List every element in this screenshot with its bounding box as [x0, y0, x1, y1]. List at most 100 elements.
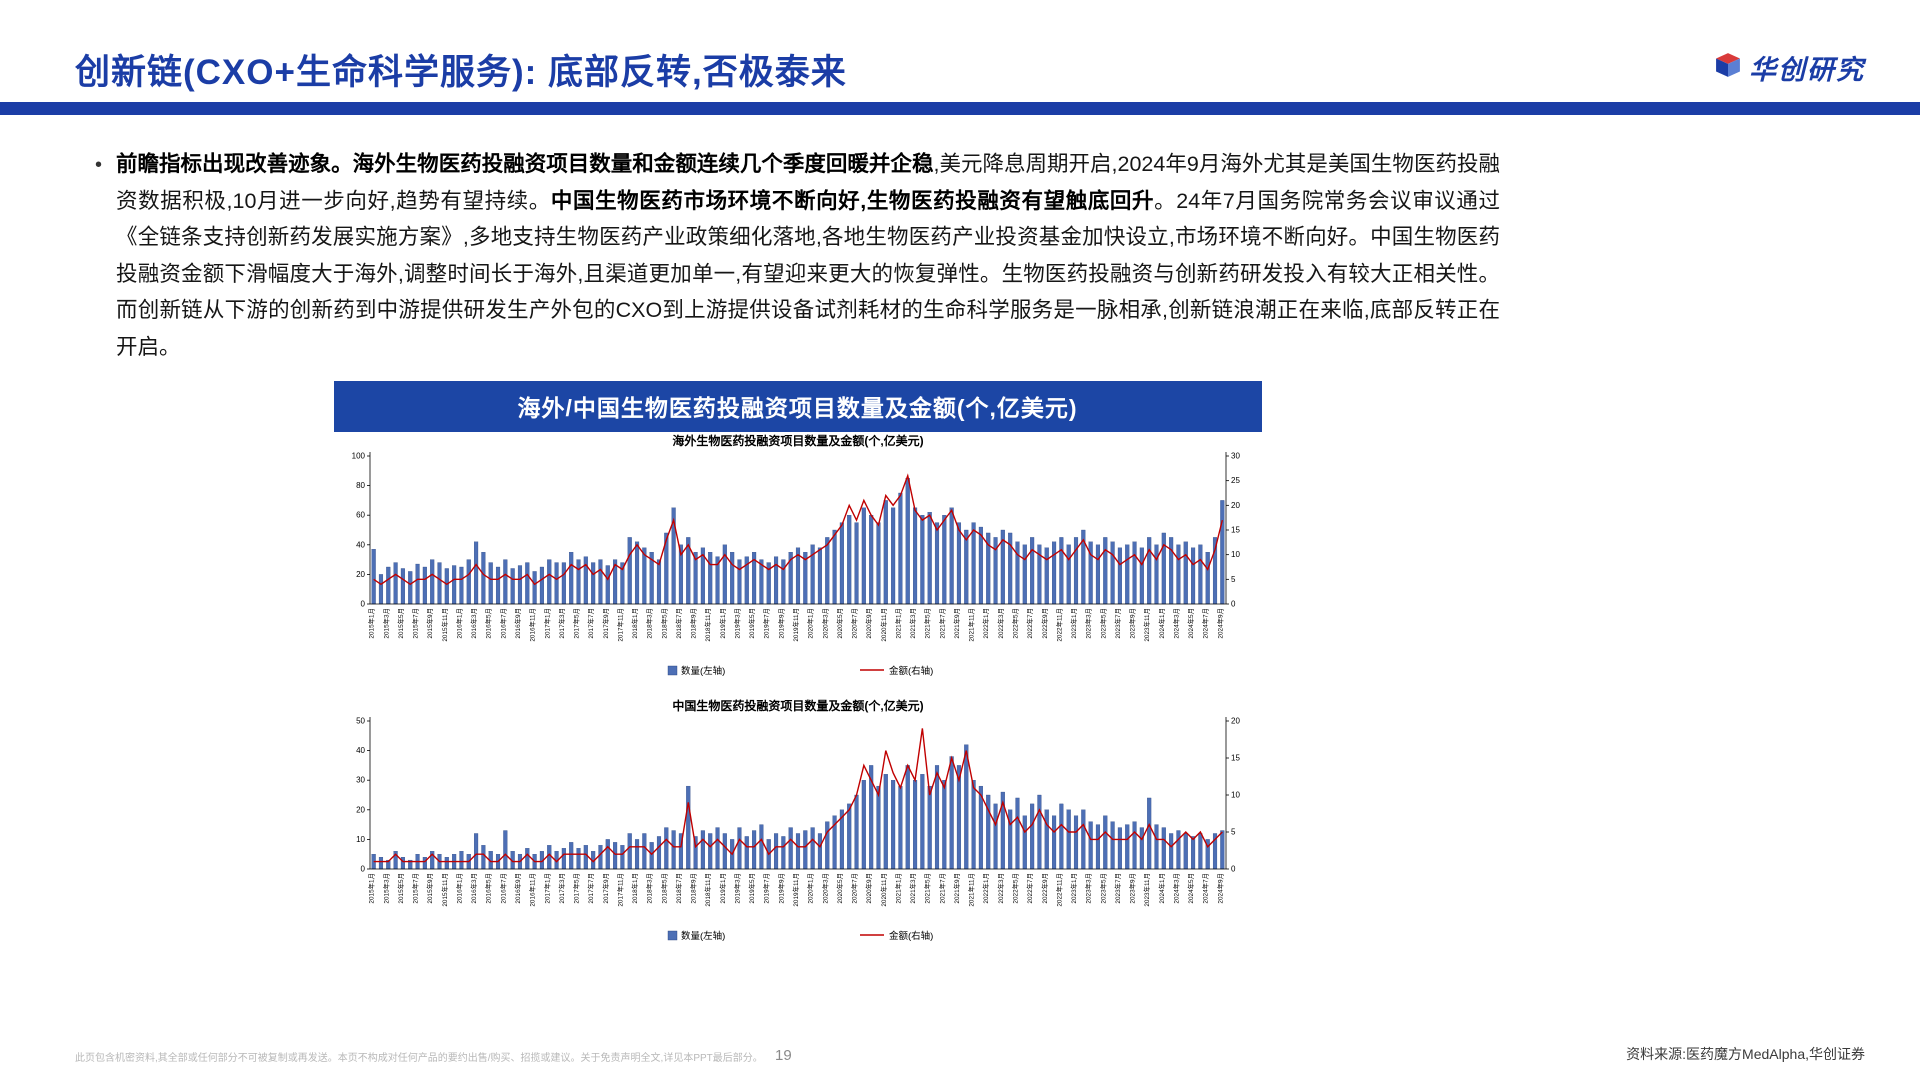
svg-text:2016年5月: 2016年5月	[483, 873, 492, 904]
svg-text:100: 100	[351, 452, 365, 461]
svg-text:2022年1月: 2022年1月	[981, 873, 990, 904]
svg-text:2016年9月: 2016年9月	[512, 608, 521, 639]
svg-text:2023年7月: 2023年7月	[1112, 873, 1121, 904]
svg-text:2021年3月: 2021年3月	[908, 608, 917, 639]
svg-text:2020年11月: 2020年11月	[878, 873, 887, 907]
svg-text:2023年3月: 2023年3月	[1083, 608, 1092, 639]
svg-text:2021年11月: 2021年11月	[966, 873, 975, 907]
huachuang-logo: 华创研究	[1715, 48, 1865, 87]
svg-text:0: 0	[1231, 865, 1236, 874]
svg-text:2015年7月: 2015年7月	[410, 873, 419, 904]
svg-text:2018年7月: 2018年7月	[673, 873, 682, 904]
svg-text:2023年11月: 2023年11月	[1142, 608, 1151, 642]
svg-text:2015年3月: 2015年3月	[381, 608, 390, 639]
svg-text:2022年7月: 2022年7月	[1025, 873, 1034, 904]
svg-text:20: 20	[1231, 501, 1240, 510]
amount-line	[373, 728, 1223, 863]
svg-text:2021年9月: 2021年9月	[951, 873, 960, 904]
svg-text:5: 5	[1231, 828, 1236, 837]
svg-text:2018年9月: 2018年9月	[688, 873, 697, 904]
svg-text:2017年11月: 2017年11月	[615, 873, 624, 907]
svg-text:2022年9月: 2022年9月	[1039, 873, 1048, 904]
slide-footer: 此页包含机密资料,其全部或任何部分不可被复制或再发送。本页不构成对任何产品的要约…	[0, 1040, 1920, 1064]
svg-text:2018年5月: 2018年5月	[659, 608, 668, 639]
svg-text:2020年5月: 2020年5月	[834, 608, 843, 639]
svg-text:2017年3月: 2017年3月	[556, 608, 565, 639]
source-text: 资料来源:医药魔方MedAlpha,华创证券	[1626, 1046, 1865, 1062]
svg-text:2019年3月: 2019年3月	[732, 873, 741, 904]
svg-text:2021年9月: 2021年9月	[951, 608, 960, 639]
chart-title: 海外生物医药投融资项目数量及金额(个,亿美元)	[672, 433, 923, 448]
svg-text:2022年1月: 2022年1月	[981, 608, 990, 639]
svg-text:2024年9月: 2024年9月	[1215, 608, 1224, 639]
svg-text:2016年5月: 2016年5月	[483, 608, 492, 639]
svg-text:2018年7月: 2018年7月	[673, 608, 682, 639]
svg-text:0: 0	[360, 865, 365, 874]
svg-text:2017年7月: 2017年7月	[586, 873, 595, 904]
china-chart-svg: 中国生物医药投融资项目数量及金额(个,亿美元) 0 10 20 30 40 50 0 5 10 15…	[356, 698, 1240, 942]
svg-text:2018年1月: 2018年1月	[630, 873, 639, 904]
svg-text:2023年9月: 2023年9月	[1127, 873, 1136, 904]
title-divider-bar	[0, 102, 1920, 115]
bars-series	[371, 744, 1224, 870]
svg-text:2019年7月: 2019年7月	[761, 873, 770, 904]
svg-text:2022年3月: 2022年3月	[995, 873, 1004, 904]
svg-text:2020年9月: 2020年9月	[864, 873, 873, 904]
svg-text:0: 0	[360, 600, 365, 609]
svg-text:2019年9月: 2019年9月	[776, 873, 785, 904]
svg-text:40: 40	[356, 541, 365, 550]
svg-text:2023年5月: 2023年5月	[1098, 873, 1107, 904]
svg-text:2017年5月: 2017年5月	[571, 873, 580, 904]
svg-text:2019年1月: 2019年1月	[717, 873, 726, 904]
svg-text:15: 15	[1231, 526, 1240, 535]
svg-text:2015年11月: 2015年11月	[439, 608, 448, 642]
svg-text:2022年9月: 2022年9月	[1039, 608, 1048, 639]
svg-text:20: 20	[356, 570, 365, 579]
svg-text:2016年1月: 2016年1月	[454, 608, 463, 639]
page-title: 创新链(CXO+生命科学服务): 底部反转,否极泰来	[75, 53, 847, 92]
svg-text:2017年9月: 2017年9月	[600, 608, 609, 639]
legend-amount-label: 金额(右轴)	[889, 930, 933, 942]
chart-panel: 海外/中国生物医药投融资项目数量及金额(个,亿美元) 海外生物医药投融资项目数量…	[333, 381, 1262, 957]
svg-text:25: 25	[1231, 476, 1240, 485]
svg-text:2021年5月: 2021年5月	[922, 608, 931, 639]
svg-text:5: 5	[1231, 575, 1236, 584]
svg-text:2023年3月: 2023年3月	[1083, 873, 1092, 904]
svg-text:2015年9月: 2015年9月	[425, 873, 434, 904]
page-number: 19	[775, 1047, 792, 1064]
svg-text:2021年1月: 2021年1月	[893, 873, 902, 904]
y-axis-right-ticks: 0 5 10 15 20	[1225, 717, 1240, 874]
svg-text:2017年7月: 2017年7月	[586, 608, 595, 639]
legend: 数量(左轴) 金额(右轴)	[667, 665, 933, 677]
svg-text:2015年1月: 2015年1月	[366, 873, 375, 904]
svg-text:2017年1月: 2017年1月	[542, 608, 551, 639]
svg-text:2020年11月: 2020年11月	[878, 608, 887, 642]
y-axis-left-ticks: 0 20 40 60 80 100	[351, 452, 370, 609]
legend-amount-label: 金额(右轴)	[889, 665, 933, 677]
svg-text:2015年7月: 2015年7月	[410, 608, 419, 639]
bullet-text-bold: 中国生物医药市场环境不断向好,生物医药投融资有望触底回升	[550, 188, 1155, 213]
svg-text:2015年3月: 2015年3月	[381, 873, 390, 904]
svg-text:2020年9月: 2020年9月	[864, 608, 873, 639]
svg-text:2015年5月: 2015年5月	[395, 608, 404, 639]
svg-text:2019年11月: 2019年11月	[791, 873, 800, 907]
svg-text:2019年5月: 2019年5月	[747, 608, 756, 639]
svg-text:2017年5月: 2017年5月	[571, 608, 580, 639]
svg-text:2022年11月: 2022年11月	[1054, 608, 1063, 642]
svg-text:2016年11月: 2016年11月	[527, 873, 536, 907]
svg-text:2021年11月: 2021年11月	[966, 608, 975, 642]
svg-text:2018年11月: 2018年11月	[703, 873, 712, 907]
svg-text:2019年11月: 2019年11月	[791, 608, 800, 642]
svg-text:2023年9月: 2023年9月	[1127, 608, 1136, 639]
chart-title: 中国生物医药投融资项目数量及金额(个,亿美元)	[672, 698, 923, 713]
svg-text:2022年11月: 2022年11月	[1054, 873, 1063, 907]
svg-text:2024年5月: 2024年5月	[1186, 873, 1195, 904]
svg-text:2017年3月: 2017年3月	[556, 873, 565, 904]
svg-text:2022年3月: 2022年3月	[995, 608, 1004, 639]
svg-text:2021年7月: 2021年7月	[937, 873, 946, 904]
svg-text:2016年1月: 2016年1月	[454, 873, 463, 904]
bullet-marker: •	[95, 154, 103, 176]
svg-text:2018年9月: 2018年9月	[688, 608, 697, 639]
svg-text:2020年1月: 2020年1月	[805, 873, 814, 904]
svg-text:2024年3月: 2024年3月	[1171, 608, 1180, 639]
